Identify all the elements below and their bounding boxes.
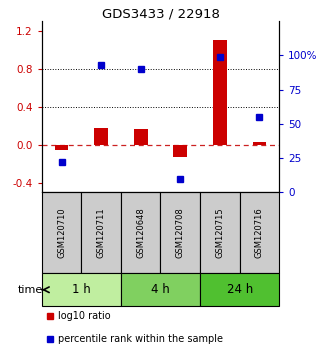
Bar [200,192,240,274]
Text: percentile rank within the sample: percentile rank within the sample [57,334,222,344]
Bar [160,192,200,274]
Bar [173,145,187,157]
Bar [55,145,68,149]
Text: 4 h: 4 h [151,283,170,296]
Title: GDS3433 / 22918: GDS3433 / 22918 [101,7,220,20]
Bar [134,129,148,145]
Bar [81,192,121,274]
Text: time: time [17,285,42,295]
Text: GSM120711: GSM120711 [97,207,106,258]
Bar [240,192,279,274]
Bar [42,192,81,274]
Bar [213,40,227,145]
Text: 1 h: 1 h [72,283,91,296]
Text: GSM120710: GSM120710 [57,207,66,258]
Bar [253,142,266,145]
Bar [121,274,200,306]
Bar [42,274,121,306]
Bar [121,192,160,274]
Bar [200,274,279,306]
Text: GSM120648: GSM120648 [136,207,145,258]
Text: GSM120716: GSM120716 [255,207,264,258]
Text: GSM120715: GSM120715 [215,207,224,258]
Text: 24 h: 24 h [227,283,253,296]
Text: log10 ratio: log10 ratio [57,311,110,321]
Bar [94,128,108,145]
Text: GSM120708: GSM120708 [176,207,185,258]
